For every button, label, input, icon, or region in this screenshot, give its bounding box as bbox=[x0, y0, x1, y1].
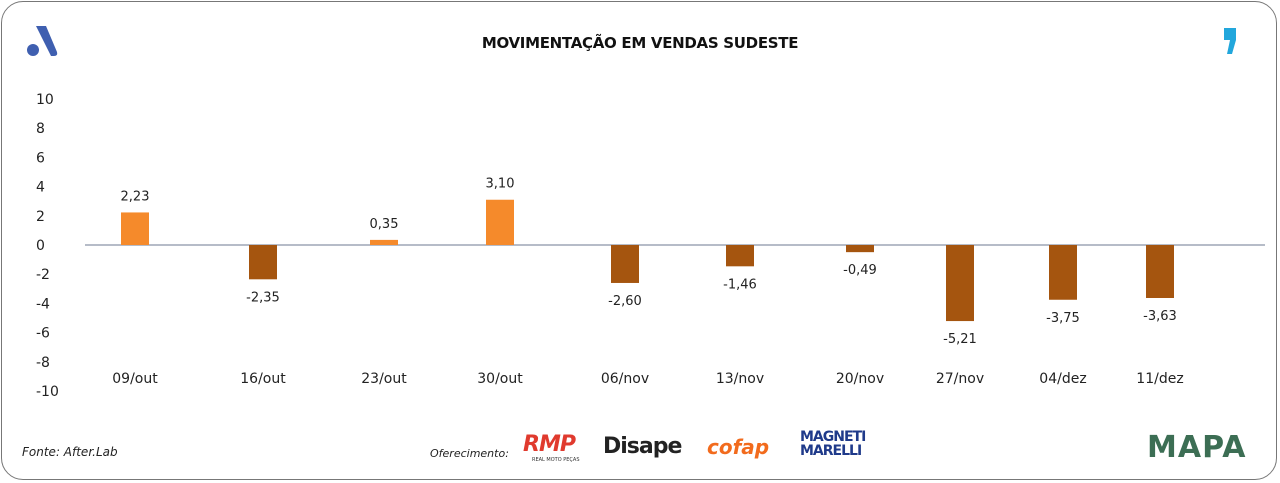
source-note: Fonte: After.Lab bbox=[22, 445, 118, 459]
bar-13-nov bbox=[726, 245, 754, 267]
x-tick-label: 09/out bbox=[112, 371, 158, 387]
x-tick-label: 13/nov bbox=[716, 371, 764, 387]
y-tick-label: -6 bbox=[36, 326, 50, 342]
bar-11-dez bbox=[1146, 245, 1174, 298]
y-tick-label: -2 bbox=[36, 267, 50, 283]
y-tick-label: -4 bbox=[36, 296, 50, 312]
x-tick-label: 04/dez bbox=[1039, 371, 1086, 387]
magneti-marelli-logo: MAGNETI MARELLI bbox=[800, 429, 866, 459]
x-tick-label: 27/nov bbox=[936, 371, 984, 387]
y-tick-label: 8 bbox=[36, 121, 45, 137]
data-label: 0,35 bbox=[370, 217, 399, 232]
rmp-logo: RMP bbox=[523, 432, 576, 457]
data-label: -2,35 bbox=[246, 290, 280, 305]
magneti-text: MAGNETI bbox=[800, 429, 866, 445]
marelli-text: MARELLI bbox=[800, 443, 862, 459]
data-label: -3,63 bbox=[1143, 309, 1177, 324]
y-tick-label: 10 bbox=[36, 92, 54, 108]
x-tick-label: 30/out bbox=[477, 371, 523, 387]
bar-04-dez bbox=[1049, 245, 1077, 300]
y-tick-label: 6 bbox=[36, 150, 45, 166]
left-logo bbox=[27, 26, 58, 56]
bar-27-nov bbox=[946, 245, 974, 322]
chart-title: MOVIMENTAÇÃO EM VENDAS SUDESTE bbox=[481, 34, 799, 52]
data-label: 3,10 bbox=[486, 177, 515, 192]
cofap-logo: cofap bbox=[707, 435, 770, 459]
bar-16-out bbox=[249, 245, 277, 280]
bar-30-out bbox=[486, 199, 514, 245]
bar-chart: 10 8 6 4 2 0 -2 -4 -6 -8 -10 2,23 09/out -2,35 16/out 0… bbox=[36, 92, 1265, 400]
y-tick-label: -10 bbox=[36, 384, 59, 400]
data-label: 2,23 bbox=[121, 189, 150, 204]
x-tick-label: 16/out bbox=[240, 371, 286, 387]
y-tick-label: 2 bbox=[36, 209, 45, 225]
y-tick-label: -8 bbox=[36, 355, 50, 371]
data-label: -2,60 bbox=[608, 294, 642, 309]
right-logo bbox=[1224, 28, 1236, 54]
bar-09-out bbox=[121, 212, 149, 245]
x-tick-label: 11/dez bbox=[1136, 371, 1183, 387]
data-label: -0,49 bbox=[843, 263, 877, 278]
y-tick-label: 4 bbox=[36, 180, 45, 196]
x-tick-label: 23/out bbox=[361, 371, 407, 387]
mapa-logo: MAPA bbox=[1147, 430, 1247, 465]
bar-20-nov bbox=[846, 245, 874, 253]
data-label: -1,46 bbox=[723, 277, 757, 292]
y-tick-label: 0 bbox=[36, 238, 45, 254]
data-label: -3,75 bbox=[1046, 311, 1080, 326]
sponsor-label: Oferecimento: bbox=[430, 447, 509, 460]
bar-06-nov bbox=[611, 245, 639, 283]
data-label: -5,21 bbox=[943, 332, 977, 347]
x-tick-label: 20/nov bbox=[836, 371, 884, 387]
rmp-subtitle: REAL MOTO PEÇAS bbox=[532, 457, 580, 463]
disape-logo: Disape bbox=[603, 434, 682, 459]
x-tick-label: 06/nov bbox=[601, 371, 649, 387]
bar-23-out bbox=[370, 239, 398, 245]
